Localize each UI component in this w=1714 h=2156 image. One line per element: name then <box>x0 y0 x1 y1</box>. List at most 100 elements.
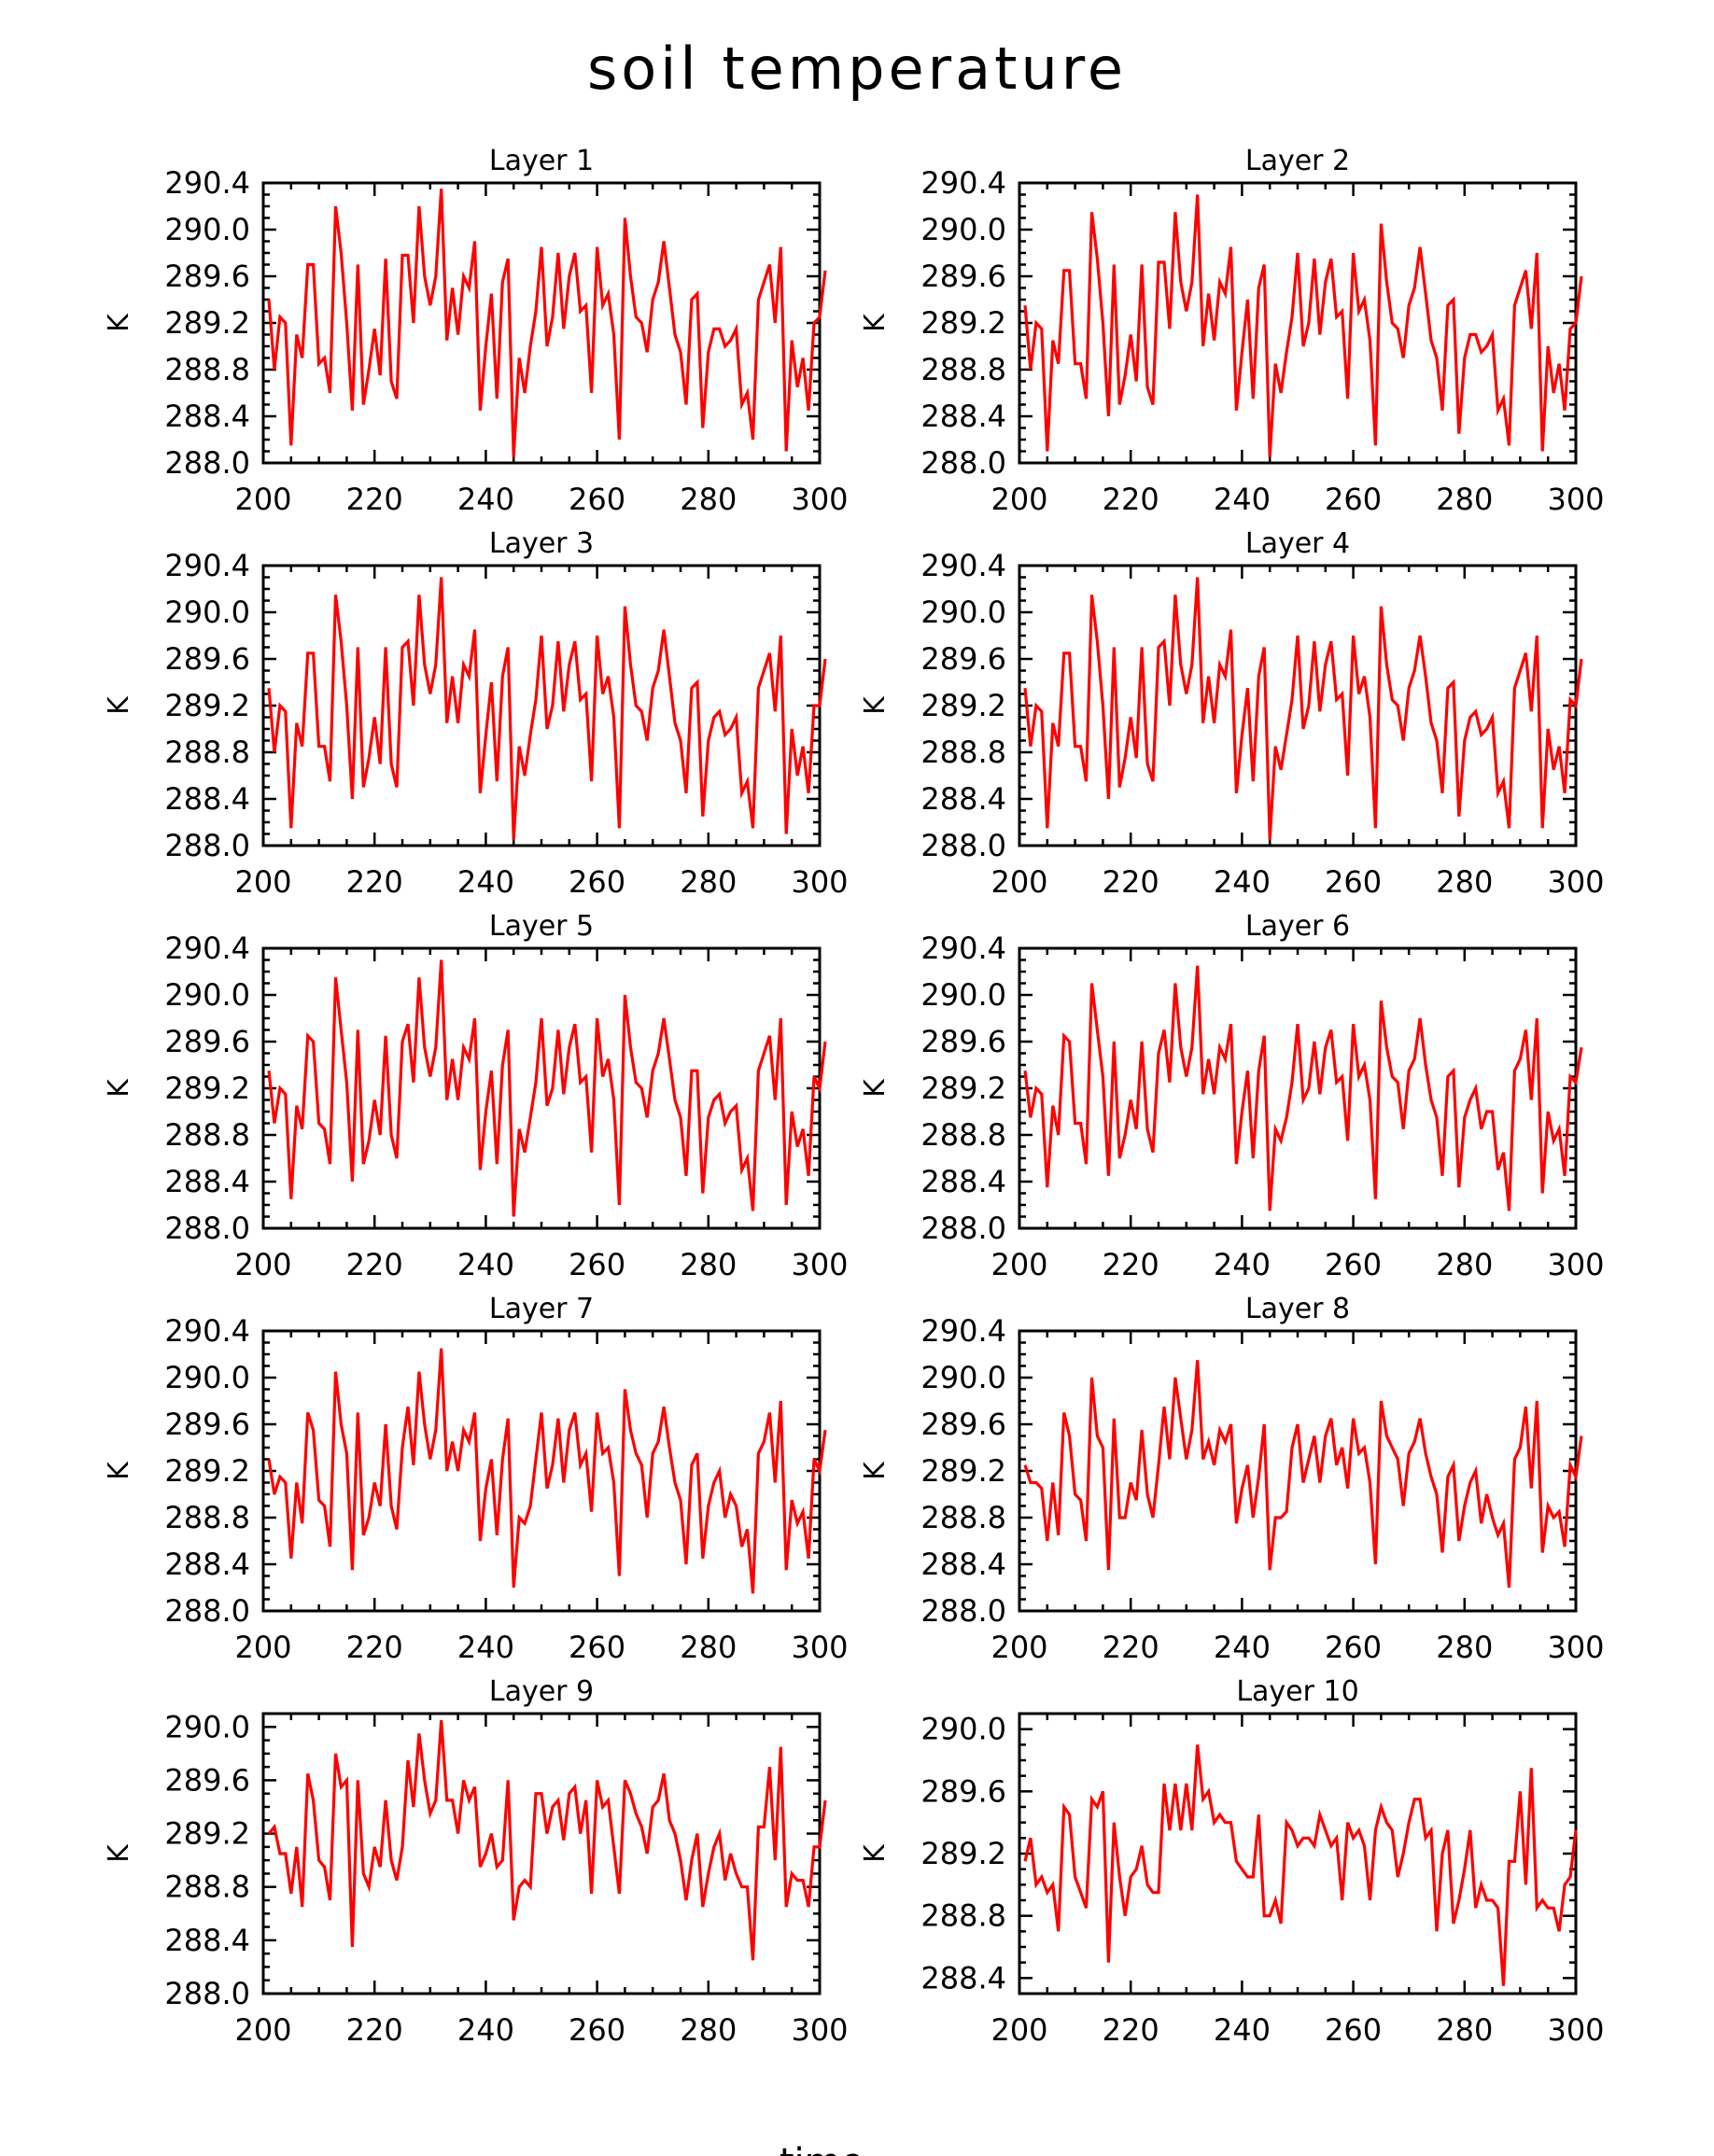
layer-5-ytick-label: 288.8 <box>164 1117 250 1153</box>
layer-9-xtick-label: 220 <box>346 2012 403 2048</box>
layer-7-xtick-label: 300 <box>791 1630 848 1665</box>
layer-3-ytick-label: 288.0 <box>164 828 250 863</box>
layer-7-ytick-label: 288.0 <box>164 1593 250 1629</box>
layer-1-xtick-label: 200 <box>234 482 291 517</box>
layer-3-xtick-label: 220 <box>346 864 403 900</box>
layer-8-xtick-label: 200 <box>990 1630 1047 1665</box>
layer-2-xtick-label: 240 <box>1214 482 1271 517</box>
layer-3-xtick-label: 240 <box>457 864 514 900</box>
layer-10-ylabel: K <box>859 1843 892 1863</box>
layer-4-ytick-label: 288.0 <box>920 828 1006 863</box>
layer-2-panel: Layer 2 K 200 220 240 260 280 300 288.0 288.4 288.… <box>859 145 1605 517</box>
layer-5-ylabel: K <box>103 1078 135 1098</box>
layer-5-ytick-label: 289.2 <box>164 1071 250 1106</box>
layer-4-ytick-label: 290.4 <box>920 548 1006 583</box>
layer-10-xtick-label: 280 <box>1436 2012 1493 2048</box>
layer-9-ytick-label: 290.0 <box>164 1709 250 1744</box>
layer-3-xtick-label: 280 <box>680 864 737 900</box>
layer-1-xtick-label: 240 <box>457 482 514 517</box>
layer-4-ytick-label: 289.2 <box>920 688 1006 723</box>
layer-5-xtick-label: 200 <box>234 1247 291 1282</box>
layer-1-ytick-label: 289.6 <box>164 259 250 294</box>
layer-5-xtick-label: 280 <box>680 1247 737 1282</box>
layer-9-ytick-label: 289.6 <box>164 1762 250 1798</box>
layer-6-xtick-label: 220 <box>1103 1247 1159 1282</box>
layer-3-ytick-label: 288.4 <box>164 781 250 817</box>
layer-4-xtick-label: 300 <box>1547 864 1604 900</box>
layer-5-xtick-label: 240 <box>457 1247 514 1282</box>
layer-6-ytick-label: 290.4 <box>920 931 1006 966</box>
layer-1-xtick-label: 280 <box>680 482 737 517</box>
layer-7-xtick-label: 240 <box>457 1630 514 1665</box>
layer-4-series-line <box>1023 577 1583 840</box>
layer-1-ylabel: K <box>103 313 135 332</box>
layer-4-panel: Layer 4 K 200 220 240 260 280 300 288.0 288.4 288.… <box>859 527 1605 900</box>
layer-1-ytick-label: 288.4 <box>164 399 250 434</box>
layer-2-xtick-label: 260 <box>1325 482 1382 517</box>
layer-2-title: Layer 2 <box>1245 145 1350 177</box>
layer-5-xtick-label: 300 <box>791 1247 848 1282</box>
layer-6-ytick-label: 288.4 <box>920 1164 1006 1199</box>
layer-3-ytick-label: 289.6 <box>164 641 250 677</box>
layer-3-xtick-label: 200 <box>234 864 291 900</box>
layer-10-series-line <box>1023 1744 1578 1986</box>
layer-10-ytick-label: 290.0 <box>920 1712 1006 1747</box>
layer-10-xtick-label: 260 <box>1325 2012 1382 2048</box>
figure-title: soil temperature <box>587 35 1127 103</box>
layer-7-xtick-label: 220 <box>346 1630 403 1665</box>
layer-8-xtick-label: 240 <box>1214 1630 1271 1665</box>
layer-6-xtick-label: 240 <box>1214 1247 1271 1282</box>
layer-2-ytick-label: 288.4 <box>920 399 1006 434</box>
layer-3-ytick-label: 290.0 <box>164 595 250 630</box>
layer-3-ytick-label: 288.8 <box>164 735 250 770</box>
layer-10-xtick-label: 220 <box>1103 2012 1159 2048</box>
layer-5-xtick-label: 260 <box>569 1247 625 1282</box>
layer-1-xtick-label: 260 <box>569 482 625 517</box>
layer-10-xtick-label: 240 <box>1214 2012 1271 2048</box>
layer-9-ytick-label: 288.8 <box>164 1869 250 1905</box>
layer-5-ytick-label: 289.6 <box>164 1024 250 1059</box>
layer-9-xtick-label: 200 <box>234 2012 291 2048</box>
layer-2-ylabel: K <box>859 313 892 332</box>
layer-10-xtick-label: 300 <box>1547 2012 1604 2048</box>
layer-5-panel: Layer 5 K 200 220 240 260 280 300 288.0 288.4 288.… <box>103 910 849 1282</box>
layer-4-ytick-label: 288.8 <box>920 735 1006 770</box>
layer-3-series-line <box>267 577 827 840</box>
layer-3-title: Layer 3 <box>489 527 594 560</box>
layer-8-xtick-label: 260 <box>1325 1630 1382 1665</box>
layer-9-title: Layer 9 <box>489 1675 594 1708</box>
layer-7-ylabel: K <box>103 1461 135 1480</box>
layer-7-ytick-label: 289.6 <box>164 1407 250 1442</box>
layer-10-ytick-label: 289.6 <box>920 1773 1006 1809</box>
layer-4-xtick-label: 200 <box>990 864 1047 900</box>
layer-1-ytick-label: 289.2 <box>164 305 250 341</box>
layer-7-xtick-label: 260 <box>569 1630 625 1665</box>
panels-grid: Layer 1 K 200 220 240 260 280 300 288.0 288.4 288.… <box>103 145 1605 2048</box>
layer-6-ytick-label: 288.8 <box>920 1117 1006 1153</box>
layer-5-ytick-label: 288.0 <box>164 1211 250 1246</box>
layer-9-ylabel: K <box>103 1843 135 1863</box>
layer-8-ytick-label: 289.6 <box>920 1407 1006 1442</box>
layer-1-panel: Layer 1 K 200 220 240 260 280 300 288.0 288.4 288.… <box>103 145 849 517</box>
layer-3-xtick-label: 300 <box>791 864 848 900</box>
layer-9-xtick-label: 260 <box>569 2012 625 2048</box>
layer-4-ylabel: K <box>859 695 892 715</box>
layer-7-panel: Layer 7 K 200 220 240 260 280 300 288.0 288.4 288.… <box>103 1293 849 1665</box>
layer-6-ytick-label: 289.2 <box>920 1071 1006 1106</box>
x-axis-footer-label: time <box>780 2141 864 2156</box>
layer-5-series-line <box>267 959 827 1217</box>
layer-2-ytick-label: 288.0 <box>920 445 1006 481</box>
layer-4-xtick-label: 280 <box>1436 864 1493 900</box>
layer-10-ytick-label: 288.4 <box>920 1960 1006 1995</box>
layer-8-panel: Layer 8 K 200 220 240 260 280 300 288.0 288.4 288.… <box>859 1293 1605 1665</box>
layer-8-ytick-label: 290.0 <box>920 1360 1006 1395</box>
layer-1-title: Layer 1 <box>489 145 594 177</box>
layer-6-ytick-label: 289.6 <box>920 1024 1006 1059</box>
layer-9-xtick-label: 300 <box>791 2012 848 2048</box>
layer-7-ytick-label: 288.4 <box>164 1547 250 1582</box>
layer-2-xtick-label: 200 <box>990 482 1047 517</box>
layer-5-ytick-label: 288.4 <box>164 1164 250 1199</box>
layer-6-xtick-label: 280 <box>1436 1247 1493 1282</box>
layer-2-xtick-label: 300 <box>1547 482 1604 517</box>
